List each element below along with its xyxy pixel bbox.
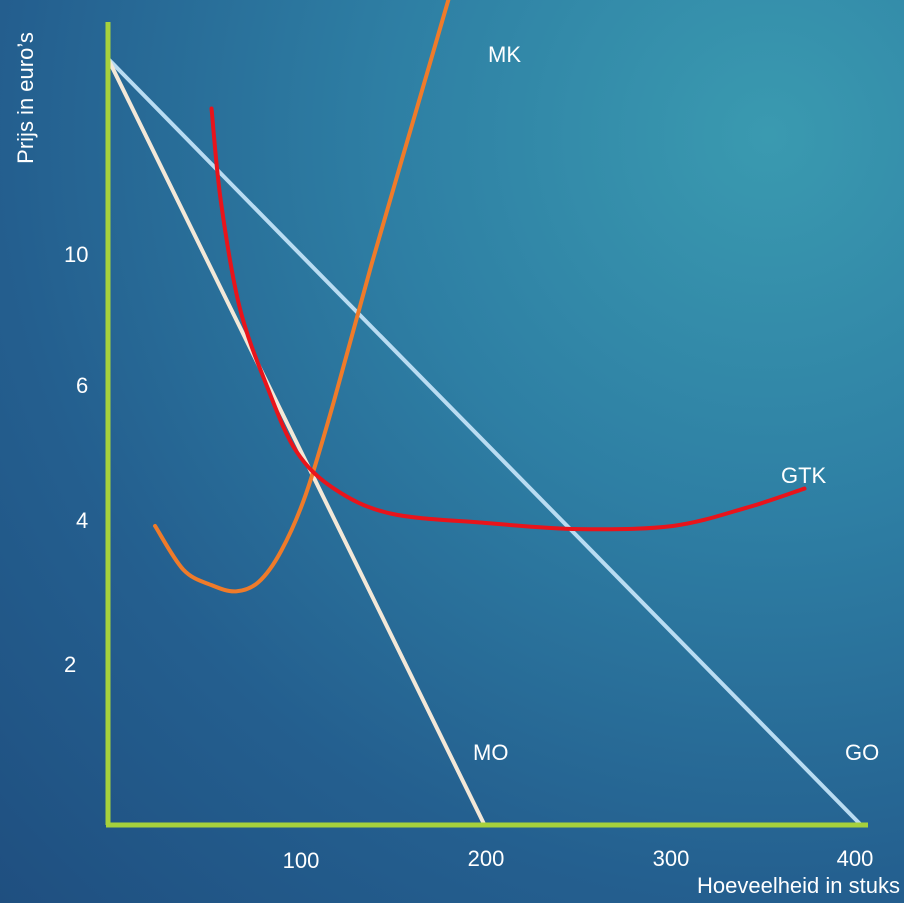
- y-tick-label: 2: [64, 652, 76, 677]
- curve-label-gtk: GTK: [781, 463, 827, 488]
- series-line-mk: [153, 0, 451, 594]
- y-tick-label: 6: [76, 373, 88, 398]
- x-tick-label: 400: [837, 846, 874, 871]
- x-tick-label: 100: [283, 848, 320, 873]
- x-axis-title: Hoeveelheid in stuks: [697, 873, 900, 898]
- x-tick-label: 200: [468, 846, 505, 871]
- y-axis-title: Prijs in euro’s: [13, 32, 38, 164]
- curve-label-mo: MO: [473, 740, 508, 765]
- series-line-go: [106, 56, 863, 827]
- y-tick-label: 4: [76, 508, 88, 533]
- series-line-gtk: [209, 106, 807, 532]
- curves: [106, 0, 863, 827]
- series-line-mo: [106, 56, 487, 827]
- y-tick-label: 10: [64, 242, 88, 267]
- curve-label-go: GO: [845, 740, 879, 765]
- curve-label-mk: MK: [488, 42, 521, 67]
- x-tick-label: 300: [653, 846, 690, 871]
